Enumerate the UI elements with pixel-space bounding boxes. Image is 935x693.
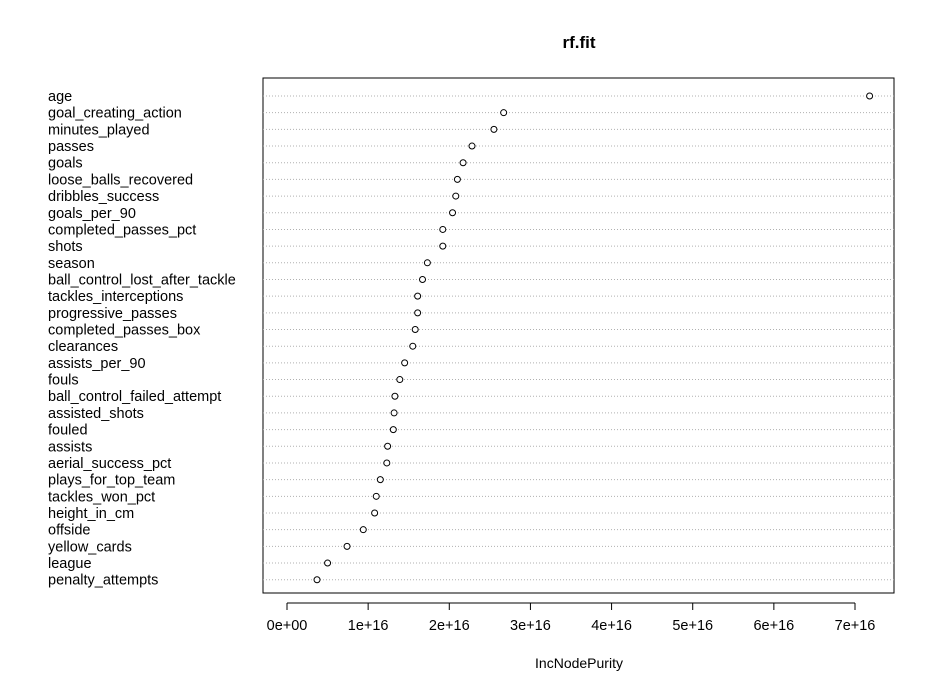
- data-point: [490, 125, 498, 133]
- data-point: [500, 109, 508, 117]
- category-label: ball_control_lost_after_tackle: [48, 272, 236, 288]
- category-label: aerial_success_pct: [48, 456, 171, 472]
- category-label: goal_creating_action: [48, 106, 182, 122]
- category-label: penalty_attempts: [48, 573, 158, 589]
- data-point: [324, 559, 332, 567]
- data-points: [313, 92, 874, 584]
- category-label: height_in_cm: [48, 506, 134, 522]
- x-tick-label: 7e+16: [835, 618, 876, 634]
- x-tick-label: 4e+16: [591, 618, 632, 634]
- category-label: passes: [48, 139, 94, 155]
- category-label: fouls: [48, 373, 79, 389]
- category-label: completed_passes_box: [48, 323, 201, 339]
- category-label: assists: [48, 439, 92, 455]
- data-point: [372, 492, 380, 500]
- category-label: tackles_interceptions: [48, 289, 183, 305]
- data-point: [468, 142, 476, 150]
- data-point: [396, 376, 404, 384]
- x-tick-label: 1e+16: [348, 618, 389, 634]
- x-tick-label: 2e+16: [429, 618, 470, 634]
- category-label: dribbles_success: [48, 189, 159, 205]
- category-label: loose_balls_recovered: [48, 172, 193, 188]
- data-point: [459, 159, 467, 167]
- category-label: goals: [48, 156, 83, 172]
- data-point: [389, 426, 397, 434]
- data-point: [391, 392, 399, 400]
- category-label: tackles_won_pct: [48, 489, 155, 505]
- category-labels: agegoal_creating_actionminutes_playedpas…: [48, 89, 236, 589]
- data-point: [401, 359, 409, 367]
- plot-frame: [262, 77, 895, 594]
- data-point: [359, 526, 367, 534]
- category-label: season: [48, 256, 95, 272]
- category-label: offside: [48, 523, 90, 539]
- data-point: [449, 209, 457, 217]
- data-point: [371, 509, 379, 517]
- data-point: [313, 576, 321, 584]
- category-label: league: [48, 556, 92, 572]
- data-point: [414, 309, 422, 317]
- category-label: assists_per_90: [48, 356, 146, 372]
- category-label: fouled: [48, 423, 88, 439]
- category-label: assisted_shots: [48, 406, 144, 422]
- x-tick-label: 6e+16: [753, 618, 794, 634]
- data-point: [453, 175, 461, 183]
- data-point: [383, 459, 391, 467]
- data-point: [384, 442, 392, 450]
- data-point: [439, 225, 447, 233]
- data-point: [411, 326, 419, 334]
- data-point: [452, 192, 460, 200]
- data-point: [414, 292, 422, 300]
- data-point: [866, 92, 874, 100]
- x-tick-label: 0e+00: [267, 618, 308, 634]
- data-point: [343, 542, 351, 550]
- category-label: minutes_played: [48, 122, 150, 138]
- category-label: progressive_passes: [48, 306, 177, 322]
- data-point: [439, 242, 447, 250]
- category-label: ball_control_failed_attempt: [48, 389, 221, 405]
- data-point: [419, 275, 427, 283]
- x-axis: 0e+00 1e+16 2e+16 3e+16 4e+16 5e+16 6e+16 7e+16: [267, 602, 876, 634]
- category-label: age: [48, 89, 72, 105]
- grid-lines: [263, 95, 894, 581]
- x-tick-label: 3e+16: [510, 618, 551, 634]
- category-label: clearances: [48, 339, 118, 355]
- data-point: [390, 409, 398, 417]
- data-point: [409, 342, 417, 350]
- category-label: shots: [48, 239, 83, 255]
- data-point: [376, 476, 384, 484]
- x-axis-title: IncNodePurity: [535, 655, 623, 671]
- category-label: goals_per_90: [48, 206, 136, 222]
- x-tick-label: 5e+16: [672, 618, 713, 634]
- chart-title: rf.fit: [562, 33, 595, 52]
- data-point: [423, 259, 431, 267]
- category-label: completed_passes_pct: [48, 222, 196, 238]
- category-label: plays_for_top_team: [48, 473, 175, 489]
- category-label: yellow_cards: [48, 539, 132, 555]
